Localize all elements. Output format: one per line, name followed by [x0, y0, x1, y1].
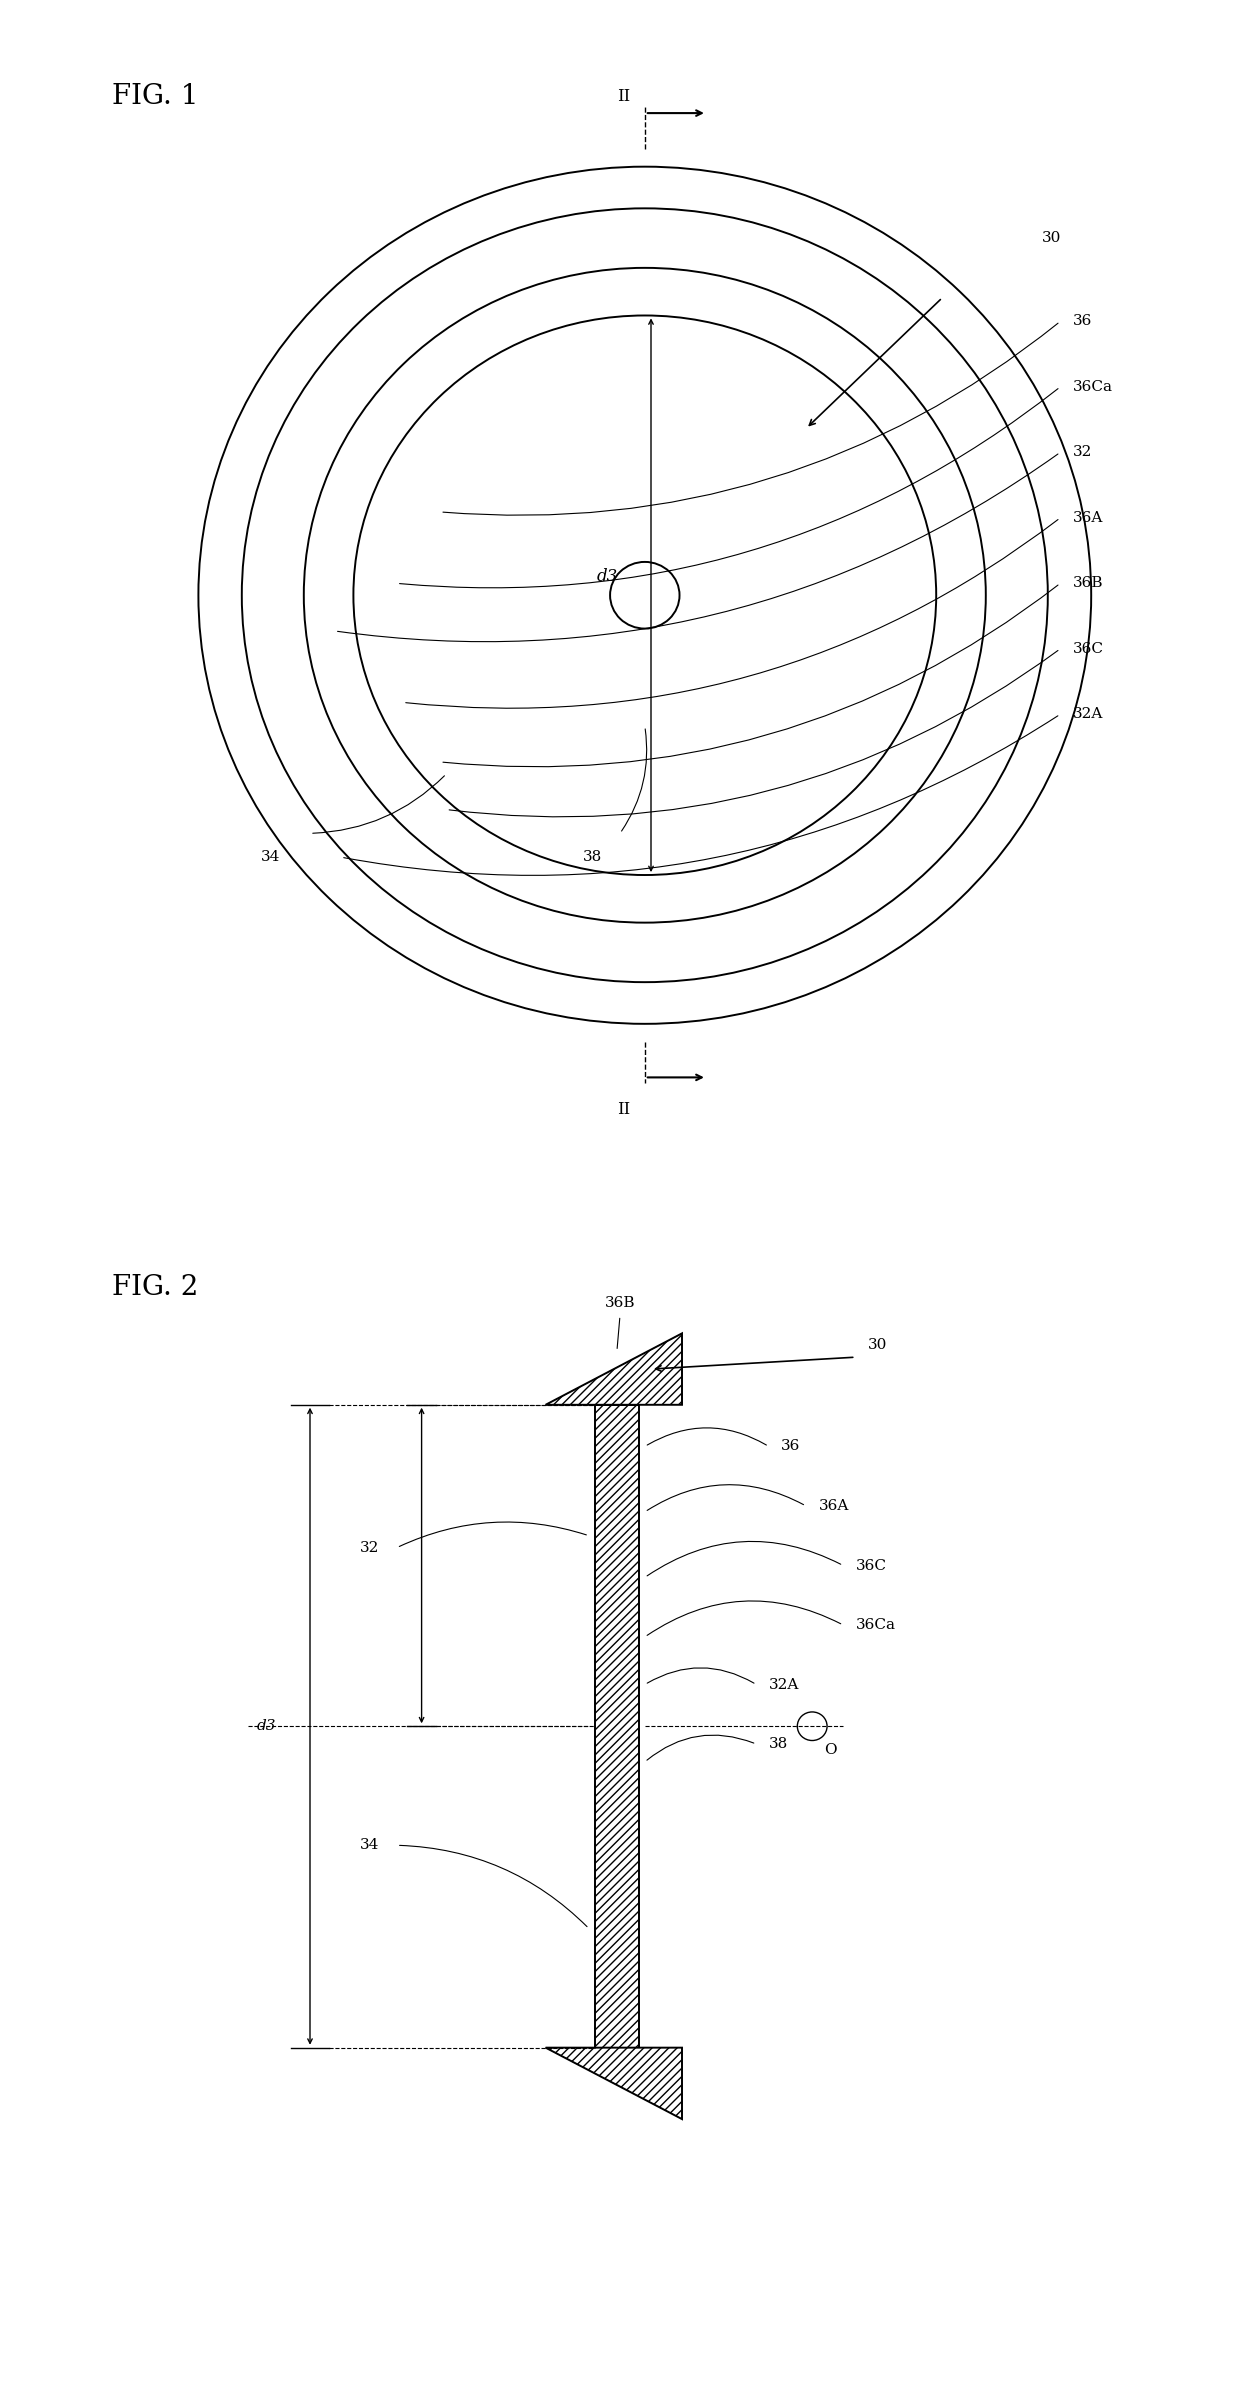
Text: 38: 38 — [583, 850, 603, 864]
Text: 32A: 32A — [769, 1679, 799, 1691]
Text: 36: 36 — [1073, 314, 1092, 329]
Text: 36Ca: 36Ca — [1073, 381, 1112, 393]
Text: 38: 38 — [769, 1738, 789, 1750]
Text: 32A: 32A — [1073, 707, 1102, 721]
Text: II: II — [616, 1100, 630, 1119]
Text: 36B: 36B — [1073, 576, 1104, 590]
Text: 36C: 36C — [1073, 643, 1104, 655]
Text: 34: 34 — [360, 1838, 379, 1852]
Text: 36A: 36A — [1073, 512, 1102, 524]
Bar — [595, 1405, 639, 2048]
Text: d3: d3 — [596, 569, 619, 586]
Text: 36B: 36B — [605, 1295, 635, 1310]
Text: FIG. 1: FIG. 1 — [112, 83, 198, 110]
Text: FIG. 2: FIG. 2 — [112, 1274, 198, 1300]
Text: 32: 32 — [1073, 445, 1092, 460]
Text: 30: 30 — [868, 1338, 888, 1352]
Text: 36: 36 — [781, 1441, 801, 1452]
Polygon shape — [546, 2048, 682, 2119]
Text: 36A: 36A — [818, 1500, 848, 1512]
Text: II: II — [616, 88, 630, 105]
Polygon shape — [546, 1333, 682, 1405]
Bar — [595, 1405, 639, 2048]
Text: 36Ca: 36Ca — [856, 1619, 895, 1631]
Text: O: O — [825, 1743, 837, 1757]
Text: 32: 32 — [360, 1541, 379, 1555]
Text: 34: 34 — [260, 850, 280, 864]
Text: 36C: 36C — [856, 1560, 887, 1571]
Text: 30: 30 — [1042, 231, 1061, 245]
Text: d3: d3 — [257, 1719, 277, 1733]
